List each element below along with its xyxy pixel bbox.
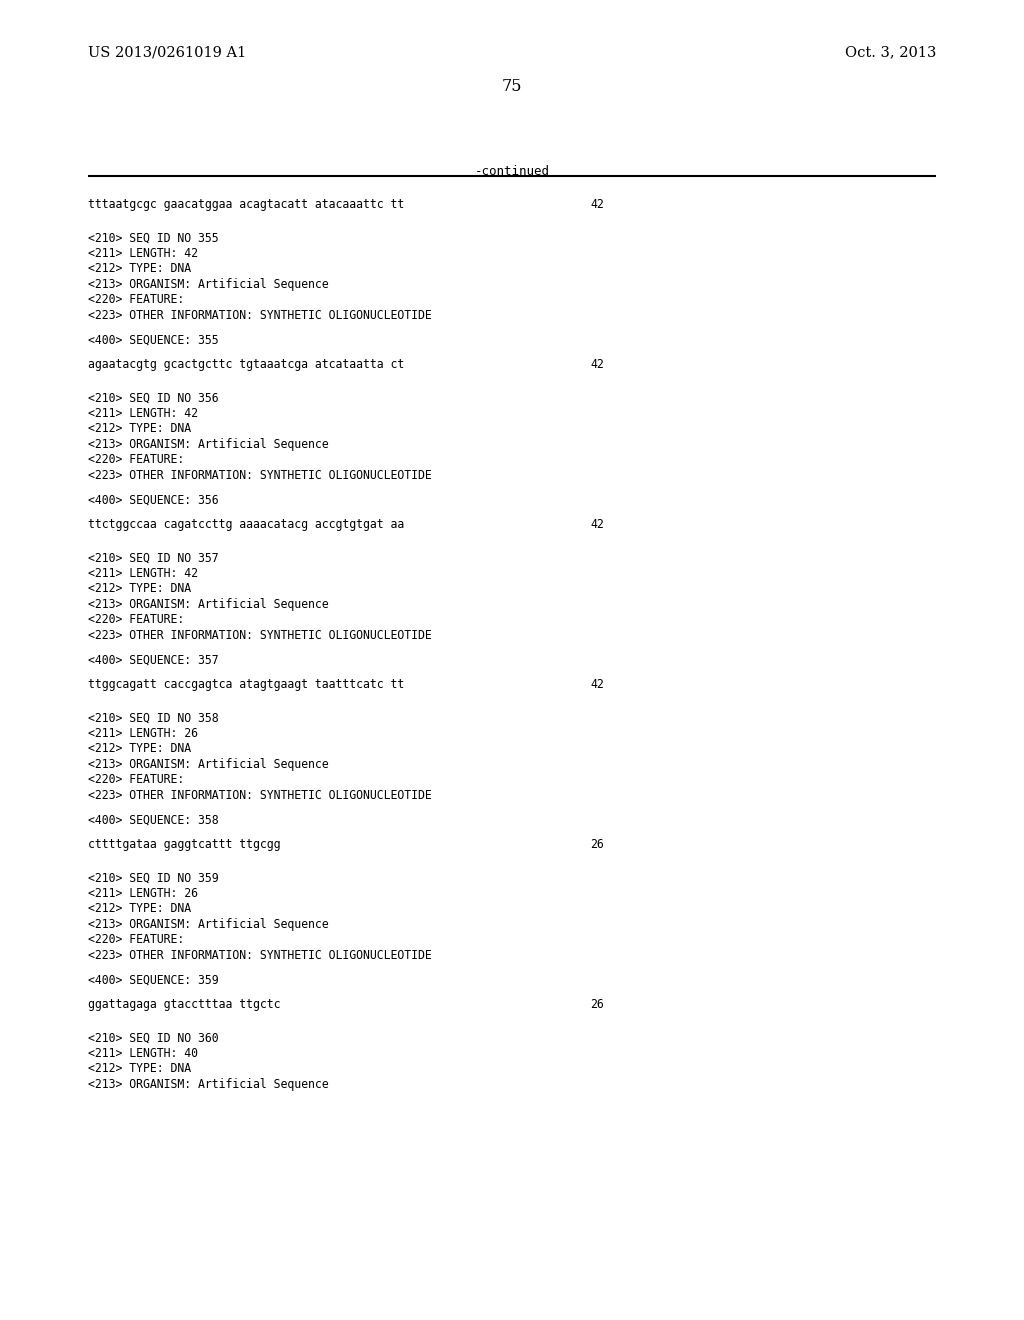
Text: <212> TYPE: DNA: <212> TYPE: DNA	[88, 742, 191, 755]
Text: <223> OTHER INFORMATION: SYNTHETIC OLIGONUCLEOTIDE: <223> OTHER INFORMATION: SYNTHETIC OLIGO…	[88, 789, 432, 803]
Text: 42: 42	[590, 198, 604, 211]
Text: <212> TYPE: DNA: <212> TYPE: DNA	[88, 1063, 191, 1076]
Text: ttggcagatt caccgagtca atagtgaagt taatttcatc tt: ttggcagatt caccgagtca atagtgaagt taatttc…	[88, 678, 404, 690]
Text: <210> SEQ ID NO 356: <210> SEQ ID NO 356	[88, 392, 219, 404]
Text: <223> OTHER INFORMATION: SYNTHETIC OLIGONUCLEOTIDE: <223> OTHER INFORMATION: SYNTHETIC OLIGO…	[88, 949, 432, 962]
Text: <211> LENGTH: 26: <211> LENGTH: 26	[88, 887, 198, 900]
Text: <213> ORGANISM: Artificial Sequence: <213> ORGANISM: Artificial Sequence	[88, 598, 329, 611]
Text: ttctggccaa cagatccttg aaaacatacg accgtgtgat aa: ttctggccaa cagatccttg aaaacatacg accgtgt…	[88, 517, 404, 531]
Text: 42: 42	[590, 517, 604, 531]
Text: <223> OTHER INFORMATION: SYNTHETIC OLIGONUCLEOTIDE: <223> OTHER INFORMATION: SYNTHETIC OLIGO…	[88, 309, 432, 322]
Text: <212> TYPE: DNA: <212> TYPE: DNA	[88, 263, 191, 276]
Text: <400> SEQUENCE: 357: <400> SEQUENCE: 357	[88, 653, 219, 667]
Text: <220> FEATURE:: <220> FEATURE:	[88, 454, 184, 466]
Text: <212> TYPE: DNA: <212> TYPE: DNA	[88, 903, 191, 916]
Text: <212> TYPE: DNA: <212> TYPE: DNA	[88, 422, 191, 436]
Text: <400> SEQUENCE: 356: <400> SEQUENCE: 356	[88, 494, 219, 507]
Text: <220> FEATURE:: <220> FEATURE:	[88, 933, 184, 946]
Text: <211> LENGTH: 42: <211> LENGTH: 42	[88, 568, 198, 579]
Text: <211> LENGTH: 40: <211> LENGTH: 40	[88, 1047, 198, 1060]
Text: <220> FEATURE:: <220> FEATURE:	[88, 293, 184, 306]
Text: <210> SEQ ID NO 357: <210> SEQ ID NO 357	[88, 552, 219, 565]
Text: <213> ORGANISM: Artificial Sequence: <213> ORGANISM: Artificial Sequence	[88, 279, 329, 290]
Text: <211> LENGTH: 42: <211> LENGTH: 42	[88, 247, 198, 260]
Text: 26: 26	[590, 838, 604, 851]
Text: ggattagaga gtacctttaa ttgctc: ggattagaga gtacctttaa ttgctc	[88, 998, 281, 1011]
Text: US 2013/0261019 A1: US 2013/0261019 A1	[88, 45, 246, 59]
Text: <223> OTHER INFORMATION: SYNTHETIC OLIGONUCLEOTIDE: <223> OTHER INFORMATION: SYNTHETIC OLIGO…	[88, 630, 432, 642]
Text: <213> ORGANISM: Artificial Sequence: <213> ORGANISM: Artificial Sequence	[88, 917, 329, 931]
Text: agaatacgtg gcactgcttc tgtaaatcga atcataatta ct: agaatacgtg gcactgcttc tgtaaatcga atcataa…	[88, 358, 404, 371]
Text: 26: 26	[590, 998, 604, 1011]
Text: <211> LENGTH: 42: <211> LENGTH: 42	[88, 407, 198, 420]
Text: <211> LENGTH: 26: <211> LENGTH: 26	[88, 727, 198, 741]
Text: <213> ORGANISM: Artificial Sequence: <213> ORGANISM: Artificial Sequence	[88, 1078, 329, 1092]
Text: <210> SEQ ID NO 355: <210> SEQ ID NO 355	[88, 231, 219, 244]
Text: <210> SEQ ID NO 360: <210> SEQ ID NO 360	[88, 1031, 219, 1044]
Text: <223> OTHER INFORMATION: SYNTHETIC OLIGONUCLEOTIDE: <223> OTHER INFORMATION: SYNTHETIC OLIGO…	[88, 469, 432, 482]
Text: cttttgataa gaggtcattt ttgcgg: cttttgataa gaggtcattt ttgcgg	[88, 838, 281, 851]
Text: <220> FEATURE:: <220> FEATURE:	[88, 774, 184, 787]
Text: <400> SEQUENCE: 358: <400> SEQUENCE: 358	[88, 813, 219, 826]
Text: <213> ORGANISM: Artificial Sequence: <213> ORGANISM: Artificial Sequence	[88, 758, 329, 771]
Text: 75: 75	[502, 78, 522, 95]
Text: tttaatgcgc gaacatggaa acagtacatt atacaaattc tt: tttaatgcgc gaacatggaa acagtacatt atacaaa…	[88, 198, 404, 211]
Text: 42: 42	[590, 358, 604, 371]
Text: <400> SEQUENCE: 355: <400> SEQUENCE: 355	[88, 334, 219, 346]
Text: <213> ORGANISM: Artificial Sequence: <213> ORGANISM: Artificial Sequence	[88, 438, 329, 451]
Text: <400> SEQUENCE: 359: <400> SEQUENCE: 359	[88, 973, 219, 986]
Text: 42: 42	[590, 678, 604, 690]
Text: Oct. 3, 2013: Oct. 3, 2013	[845, 45, 936, 59]
Text: <220> FEATURE:: <220> FEATURE:	[88, 614, 184, 627]
Text: <210> SEQ ID NO 359: <210> SEQ ID NO 359	[88, 871, 219, 884]
Text: <212> TYPE: DNA: <212> TYPE: DNA	[88, 582, 191, 595]
Text: <210> SEQ ID NO 358: <210> SEQ ID NO 358	[88, 711, 219, 725]
Text: -continued: -continued	[474, 165, 550, 178]
